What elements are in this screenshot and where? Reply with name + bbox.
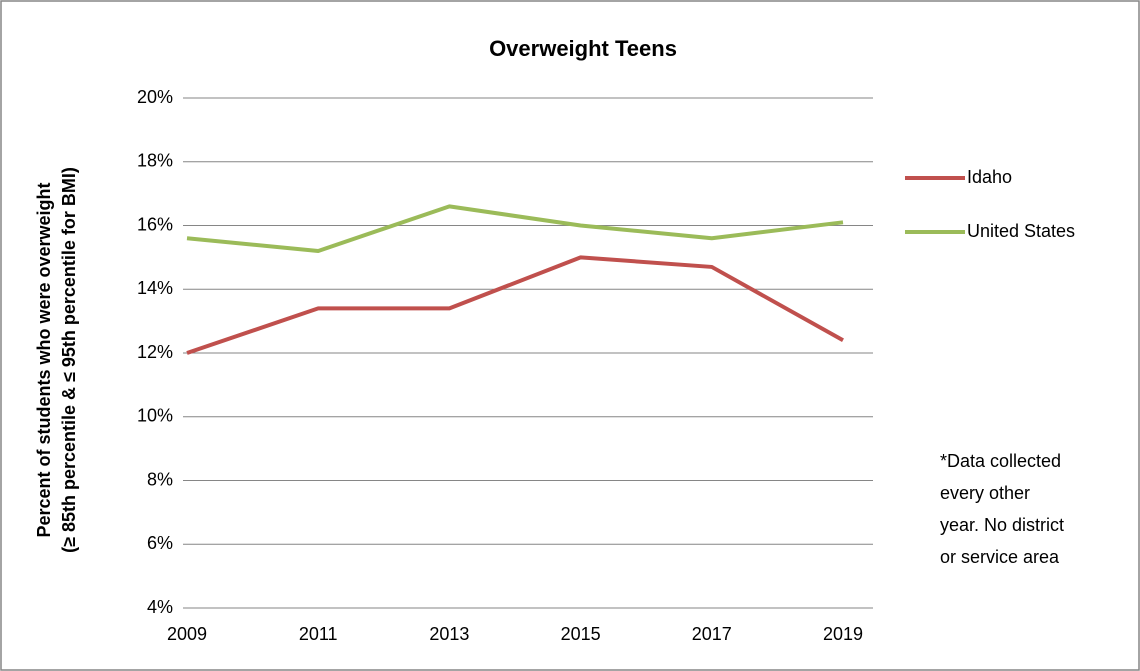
y-tick-label: 6% xyxy=(147,533,173,553)
annotation: every other xyxy=(940,483,1030,503)
annotation: year. No district xyxy=(940,515,1064,535)
x-tick-label: 2015 xyxy=(561,624,601,644)
chart-title: Overweight Teens xyxy=(489,36,677,61)
legend-label: Idaho xyxy=(967,167,1012,187)
x-tick-label: 2019 xyxy=(823,624,863,644)
annotation: *Data collected xyxy=(940,451,1061,471)
annotation: or service area xyxy=(940,547,1060,567)
y-tick-label: 10% xyxy=(137,406,173,426)
y-tick-label: 18% xyxy=(137,151,173,171)
x-tick-label: 2017 xyxy=(692,624,732,644)
y-axis-label: Percent of students who were overweight xyxy=(34,182,54,537)
y-tick-label: 20% xyxy=(137,87,173,107)
data-line xyxy=(186,204,844,253)
x-tick-label: 2009 xyxy=(167,624,207,644)
data-line xyxy=(186,255,844,355)
y-tick-label: 16% xyxy=(137,214,173,234)
y-tick-label: 8% xyxy=(147,469,173,489)
y-tick-label: 4% xyxy=(147,597,173,617)
x-tick-label: 2011 xyxy=(299,624,338,644)
x-tick-label: 2013 xyxy=(429,624,469,644)
legend-label: United States xyxy=(967,221,1075,241)
y-axis-label: (≥ 85th percentile & ≤ 95th percentile f… xyxy=(59,167,79,553)
y-tick-label: 14% xyxy=(137,278,173,298)
y-tick-label: 12% xyxy=(137,342,173,362)
